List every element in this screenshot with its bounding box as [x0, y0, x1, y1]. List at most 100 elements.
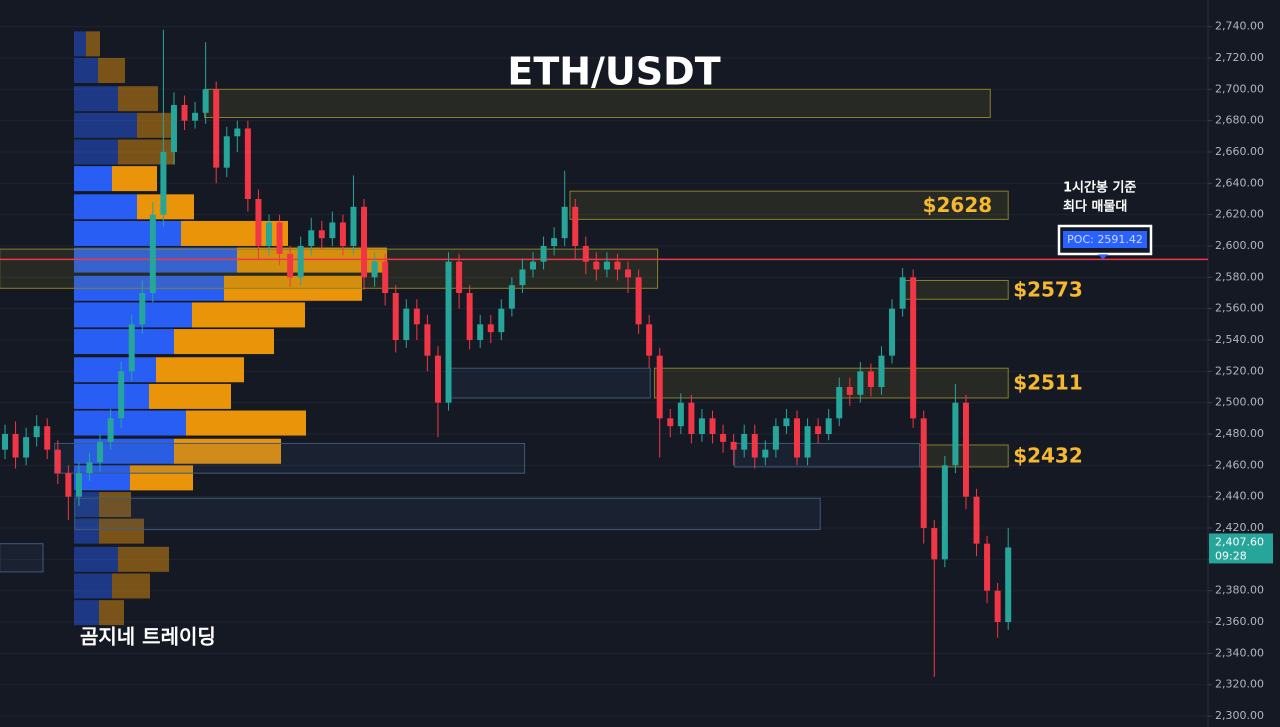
candle-body	[44, 426, 51, 450]
candle-body	[910, 277, 917, 419]
candle-body	[445, 261, 452, 403]
candle-body	[498, 308, 505, 333]
support-zone	[734, 442, 920, 468]
profile-buy	[74, 112, 137, 138]
profile-buy	[74, 357, 156, 383]
profile-buy	[74, 573, 112, 599]
profile-sell	[186, 410, 306, 436]
y-tick-label: 2,340.00	[1215, 646, 1264, 659]
profile-sell	[99, 518, 144, 544]
candle-body	[952, 402, 959, 466]
candle-body	[318, 230, 325, 239]
candle-body	[477, 324, 484, 340]
profile-buy	[74, 518, 99, 544]
y-tick-label: 2,420.00	[1215, 521, 1264, 534]
y-tick-label: 2,360.00	[1215, 615, 1264, 628]
candle-body	[255, 198, 262, 246]
profile-buy	[74, 383, 149, 409]
support-zone	[54, 442, 526, 474]
profile-sell	[192, 302, 305, 328]
support-zone	[0, 543, 44, 573]
annotation: 최다 매물대	[1063, 199, 1127, 215]
candle-body	[593, 261, 600, 270]
candle-body	[466, 292, 473, 340]
profile-buy	[74, 139, 118, 165]
resistance-zone	[0, 248, 659, 289]
y-tick-label: 2,480.00	[1215, 427, 1264, 440]
zone-label: $2628	[923, 193, 993, 217]
y-tick-label: 2,580.00	[1215, 270, 1264, 283]
resistance-zone	[653, 367, 1009, 399]
candle-body	[878, 355, 885, 388]
candle-body	[730, 441, 737, 450]
chart-title: ETH/USDT	[507, 50, 720, 94]
profile-buy	[74, 58, 98, 84]
candle-body	[361, 206, 368, 278]
profile-buy	[74, 329, 174, 355]
candle-body	[244, 128, 251, 199]
candle-body	[889, 308, 896, 356]
profile-sell	[98, 58, 125, 84]
y-tick-label: 2,640.00	[1215, 176, 1264, 189]
candle-body	[287, 253, 294, 278]
candle-body	[867, 371, 874, 388]
candle-body	[339, 222, 346, 246]
zone-label: $2511	[1013, 371, 1083, 395]
candle-body	[656, 355, 663, 419]
candle-body	[984, 543, 991, 591]
profile-sell	[112, 573, 150, 599]
candle-body	[223, 136, 230, 168]
profile-sell	[112, 166, 157, 192]
y-tick-label: 2,680.00	[1215, 114, 1264, 127]
support-zone	[74, 497, 821, 531]
y-tick-label: 2,560.00	[1215, 302, 1264, 315]
candle-body	[551, 238, 558, 246]
candle-body	[857, 371, 864, 395]
y-tick-label: 2,720.00	[1215, 51, 1264, 64]
candle-body	[603, 261, 610, 270]
profile-sell	[149, 383, 231, 409]
candle-body	[329, 222, 336, 239]
profile-sell	[86, 31, 100, 57]
candle-body	[931, 528, 938, 560]
y-tick-label: 2,520.00	[1215, 364, 1264, 377]
candle-body	[149, 214, 156, 293]
zone-label: $2432	[1013, 443, 1083, 467]
candle-body	[741, 434, 748, 450]
y-tick-label: 2,500.00	[1215, 396, 1264, 409]
candle-body	[202, 89, 209, 113]
poc-label: POC: 2591.42	[1067, 233, 1143, 246]
candle-body	[54, 449, 61, 474]
candle-body	[33, 426, 40, 438]
profile-sell	[156, 357, 244, 383]
annotation: 1시간봉 기준	[1063, 180, 1136, 196]
candle-body	[772, 426, 779, 450]
profile-buy	[74, 410, 186, 436]
candle-body	[530, 261, 536, 270]
candle-body	[297, 245, 304, 278]
candle-body	[540, 245, 547, 262]
candle-body	[350, 206, 357, 246]
profile-sell	[118, 86, 158, 112]
candle-body	[962, 402, 969, 497]
candle-body	[170, 104, 177, 152]
y-tick-label: 2,380.00	[1215, 584, 1264, 597]
candle-body	[635, 277, 642, 325]
y-tick-label: 2,740.00	[1215, 20, 1264, 33]
candle-body	[266, 222, 272, 246]
candle-body	[382, 261, 389, 293]
profile-buy	[74, 166, 112, 192]
candle-body	[213, 89, 220, 168]
y-tick-label: 2,440.00	[1215, 490, 1264, 503]
countdown-label: 09:28	[1215, 549, 1247, 562]
resistance-zone	[569, 190, 1009, 220]
candle-body	[625, 269, 632, 278]
candle-body	[65, 473, 72, 497]
candle-body	[181, 104, 188, 121]
profile-buy	[74, 194, 137, 220]
y-tick-label: 2,540.00	[1215, 333, 1264, 346]
poc-badge	[1063, 231, 1147, 248]
candle-body	[614, 261, 621, 270]
candle-body	[192, 112, 199, 121]
y-tick-label: 2,660.00	[1215, 145, 1264, 158]
